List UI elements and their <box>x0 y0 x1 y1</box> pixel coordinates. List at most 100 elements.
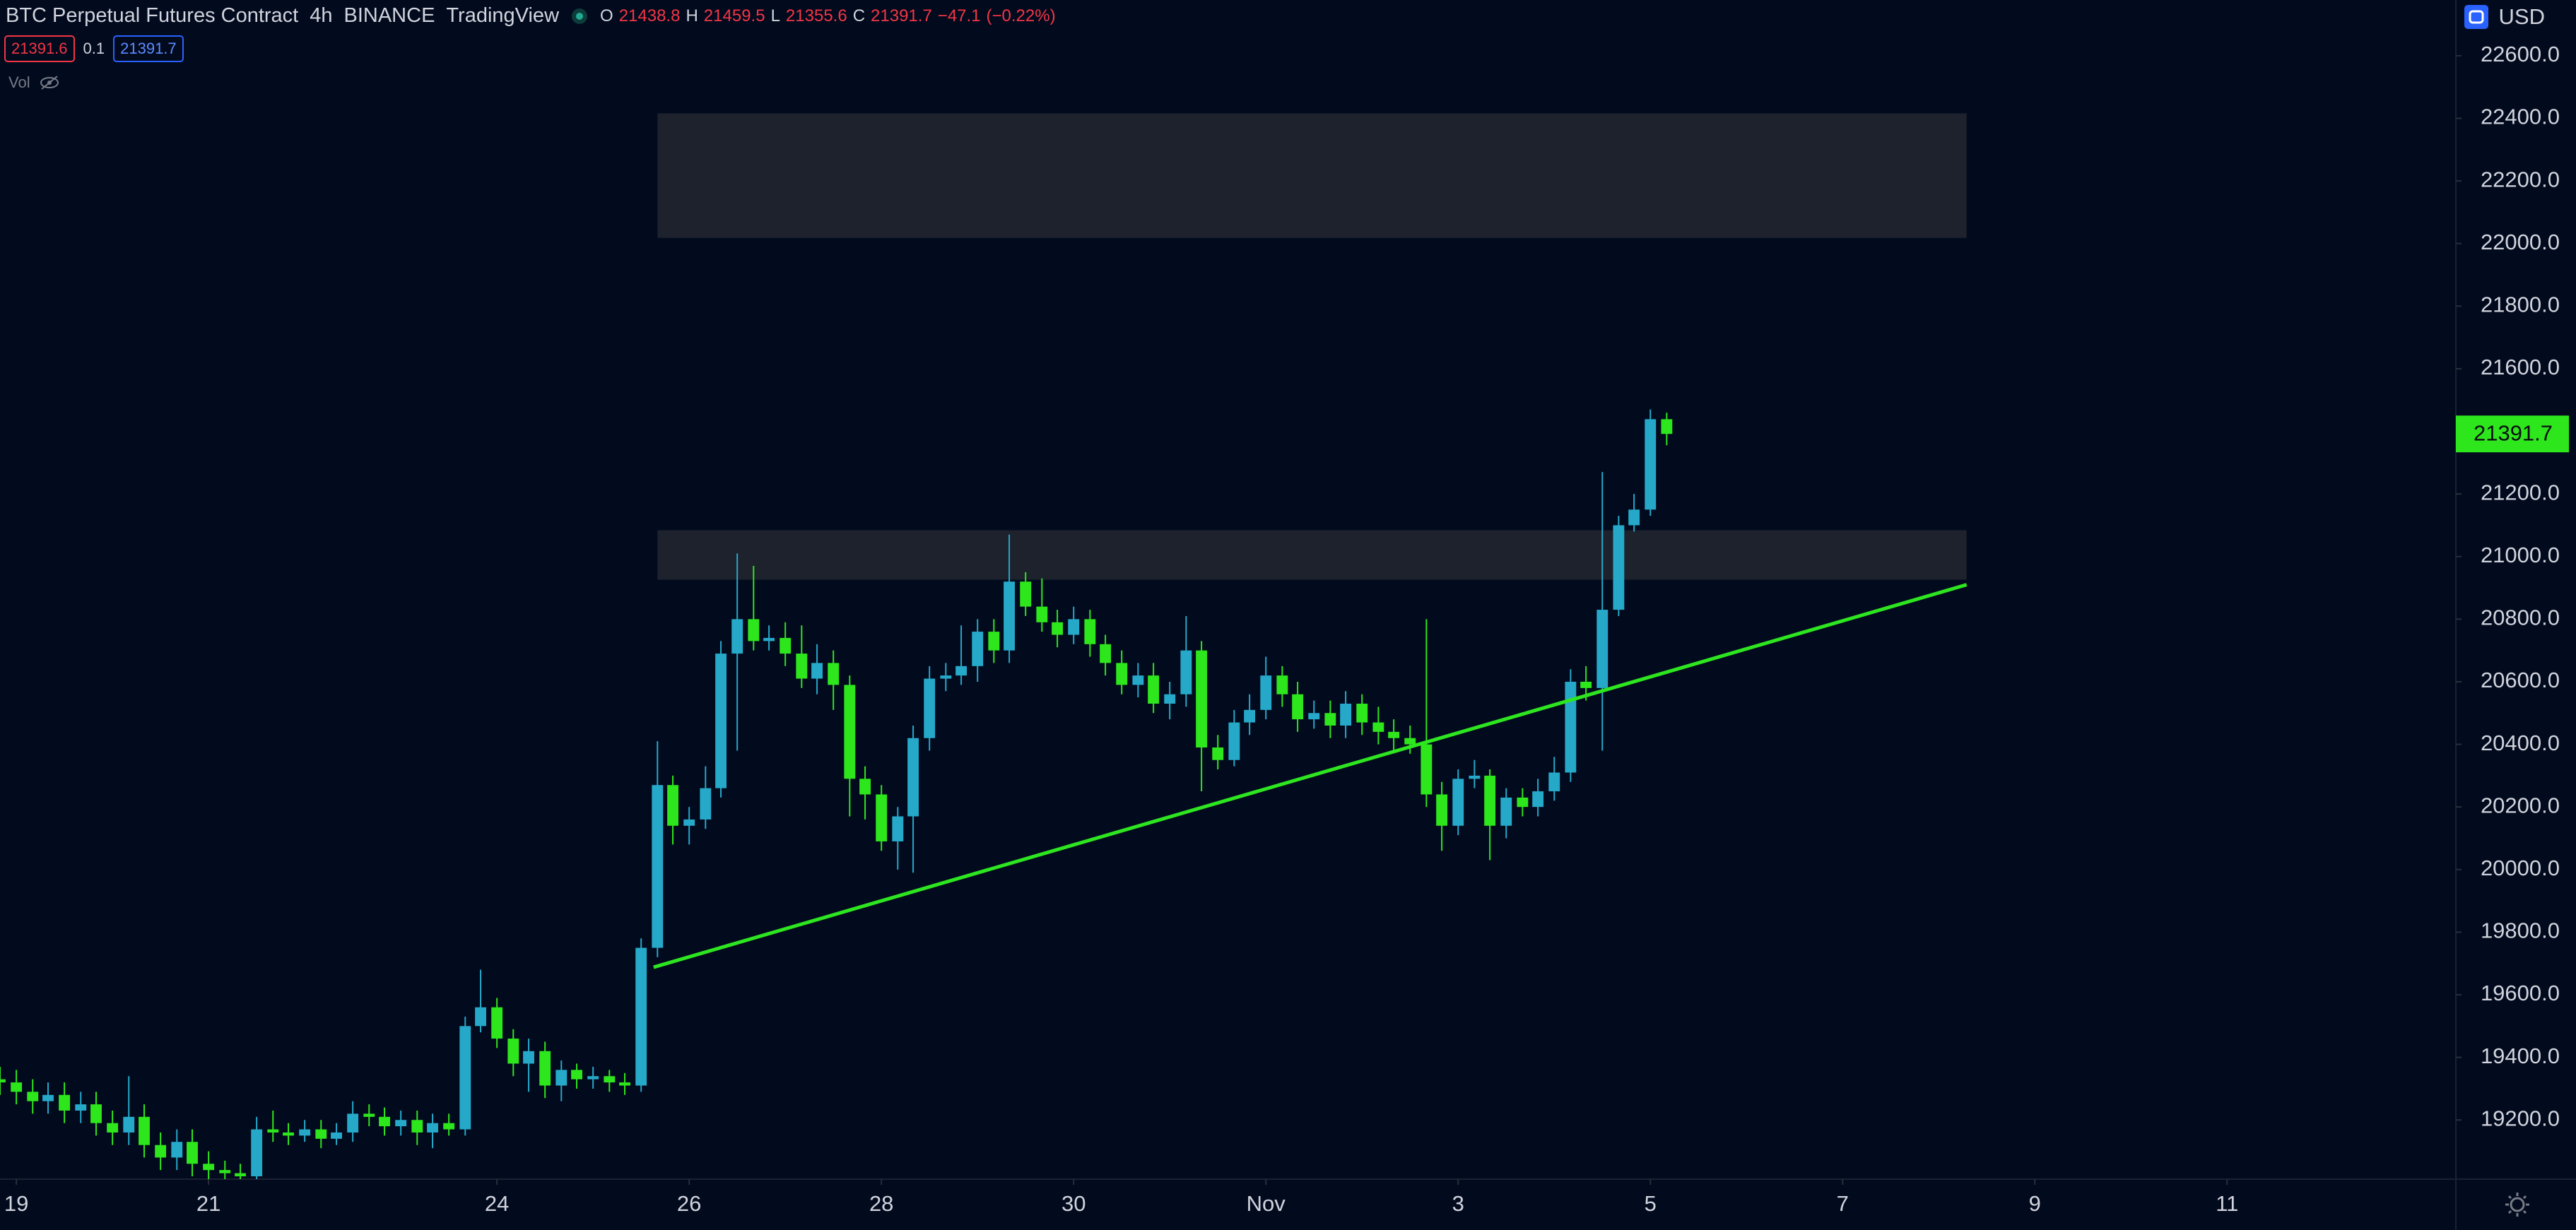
candle-body <box>267 1129 279 1133</box>
candle-body <box>892 816 904 841</box>
candle-body <box>619 1082 630 1086</box>
candle-body <box>42 1094 54 1101</box>
candle-body <box>379 1116 390 1127</box>
hidden-icon[interactable] <box>39 75 60 90</box>
y-tick-label: 22200.0 <box>2481 167 2560 191</box>
candle-body <box>683 819 695 826</box>
y-tick-label: 22000.0 <box>2481 230 2560 254</box>
y-tick-label: 19600.0 <box>2481 981 2560 1005</box>
candle-body <box>1469 775 1481 779</box>
candle-body <box>331 1132 342 1139</box>
candle-body <box>1164 694 1176 704</box>
candle-body <box>796 654 808 679</box>
y-tick-label: 20400.0 <box>2481 731 2560 755</box>
candle-body <box>187 1142 198 1164</box>
candle-body <box>363 1113 375 1117</box>
candle-body <box>876 794 888 841</box>
candle-body <box>1100 644 1112 663</box>
candle-body <box>652 785 664 948</box>
legend-header: BTC Perpetual Futures Contract 4h BINANC… <box>6 4 1056 28</box>
candle-body <box>523 1051 534 1064</box>
candle-body <box>443 1123 455 1130</box>
settings-icon[interactable] <box>2505 1193 2529 1217</box>
candle-body <box>1068 619 1080 635</box>
x-tick-label: 19 <box>4 1191 28 1216</box>
y-tick-label: 21800.0 <box>2481 292 2560 317</box>
candle-body <box>107 1123 119 1133</box>
currency-menu[interactable]: USD <box>2464 4 2545 30</box>
candle-body <box>315 1129 327 1139</box>
candle-body <box>955 666 968 676</box>
volume-legend: Vol <box>8 73 60 92</box>
candle-body <box>828 663 840 685</box>
y-tick-label: 20800.0 <box>2481 605 2560 630</box>
candle-body <box>283 1132 294 1136</box>
candle-body <box>1404 738 1416 745</box>
x-tick-label: 28 <box>869 1191 893 1216</box>
ohlc-label: L <box>770 6 780 25</box>
candle-body <box>59 1094 71 1111</box>
y-tick-label: 20600.0 <box>2481 668 2560 692</box>
x-tick-label: 7 <box>1837 1191 1849 1216</box>
interval[interactable]: 4h <box>310 4 333 27</box>
candle-body <box>1532 791 1544 808</box>
candle-body <box>763 637 775 641</box>
x-tick-label: 9 <box>2029 1191 2041 1216</box>
ohlc-label: O <box>600 6 613 25</box>
candle-body <box>1484 775 1496 826</box>
candle-body <box>748 619 760 641</box>
candle-body <box>1244 709 1256 723</box>
candle-body <box>1212 747 1224 760</box>
candle-body <box>459 1026 471 1130</box>
candle-body <box>203 1164 215 1171</box>
candle-body <box>1388 731 1400 738</box>
plot-area <box>0 113 1968 1179</box>
candle-body <box>1020 581 1032 607</box>
change: −47.1 <box>937 6 981 25</box>
candle-body <box>27 1092 39 1101</box>
x-tick-label: 24 <box>485 1191 509 1216</box>
candle-body <box>491 1007 503 1039</box>
candle-body <box>940 675 952 679</box>
candle-body <box>555 1070 567 1086</box>
zone <box>657 113 1967 238</box>
currency-icon <box>2464 5 2488 29</box>
y-tick-label: 20000.0 <box>2481 856 2560 880</box>
candle-body <box>1052 622 1064 635</box>
y-tick-label: 19400.0 <box>2481 1043 2560 1068</box>
candle-body <box>235 1173 246 1177</box>
candle-body <box>123 1116 135 1133</box>
candle-body <box>1276 675 1288 694</box>
candle-body <box>1228 722 1240 760</box>
x-tick-label: 5 <box>1645 1191 1657 1216</box>
candle-body <box>299 1129 311 1136</box>
ohlc-value: 21438.8 <box>618 6 681 25</box>
candle-body <box>1372 722 1384 732</box>
candle-body <box>1436 794 1448 826</box>
candle-body <box>1292 694 1304 720</box>
volume-label: Vol <box>8 73 30 91</box>
ohlc-label: C <box>852 6 866 25</box>
candle-body <box>251 1129 263 1177</box>
sell-button[interactable]: 21391.6 <box>4 35 75 62</box>
y-tick-label: 20200.0 <box>2481 793 2560 817</box>
candle-body <box>859 779 871 795</box>
candle-body <box>700 788 712 820</box>
candle-body <box>139 1116 150 1145</box>
candle-body <box>780 637 792 654</box>
symbol-title: BTC Perpetual Futures Contract <box>6 4 299 27</box>
candle-body <box>1548 772 1560 792</box>
candle-body <box>731 619 743 654</box>
buy-button[interactable]: 21391.7 <box>113 35 184 62</box>
candle-body <box>587 1076 599 1080</box>
candle-body <box>11 1082 23 1092</box>
last-price-label: 21391.7 <box>2474 420 2553 445</box>
zone <box>657 530 1967 580</box>
candle-body <box>811 663 823 679</box>
candle-body <box>1517 797 1529 808</box>
candle-body <box>1260 675 1272 710</box>
candle-body <box>75 1104 87 1111</box>
y-tick-label: 21600.0 <box>2481 355 2560 379</box>
